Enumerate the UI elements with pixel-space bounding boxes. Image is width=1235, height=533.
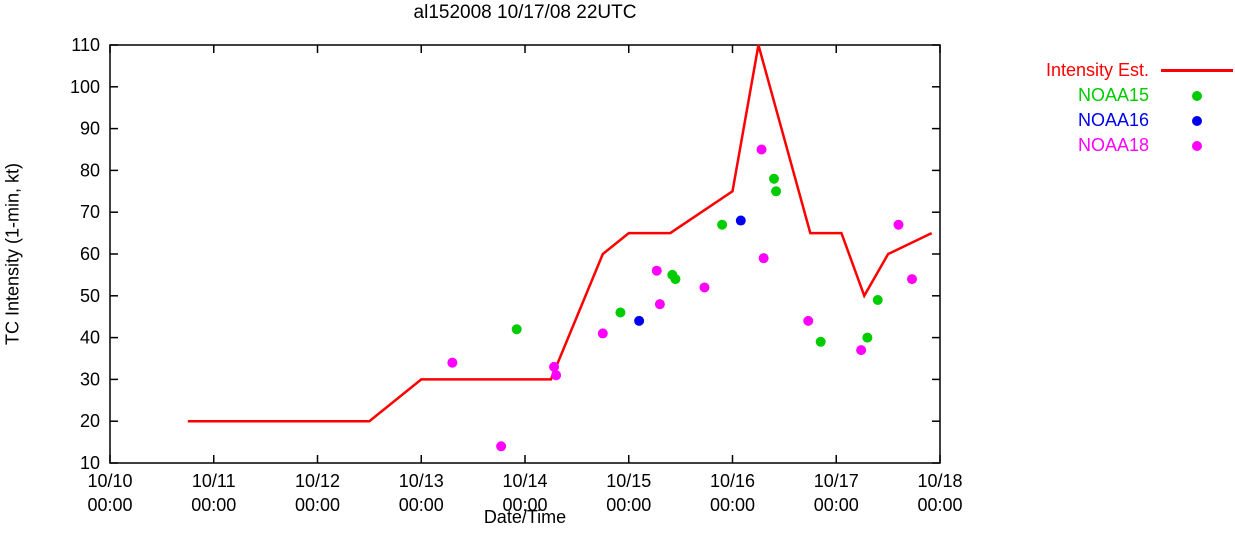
legend: Intensity Est. NOAA15 NOAA16 NOAA18 [983,58,1233,158]
x-tick-label-date: 10/10 [87,471,132,491]
legend-dot-swatch-noaa15 [1161,90,1233,101]
legend-label-noaa16: NOAA16 [1077,110,1149,130]
y-tick-label: 70 [80,202,100,222]
y-tick-label: 80 [80,160,100,180]
x-tick-label-date: 10/12 [295,471,340,491]
chart-title: al152008 10/17/08 22UTC [413,2,637,23]
x-tick-label-time: 00:00 [399,495,444,515]
legend-dot-swatch-noaa18 [1161,140,1233,151]
legend-item-noaa16: NOAA16 [983,108,1233,133]
y-tick-label: 30 [80,369,100,389]
x-tick-label-time: 00:00 [606,495,651,515]
noaa18-point [758,253,769,264]
intensity-est-line [187,44,933,423]
y-tick-label: 40 [80,328,100,348]
noaa18-point [551,370,562,381]
x-tick-label-time: 00:00 [502,495,547,515]
y-tick-label: 60 [80,244,100,264]
noaa16-point [735,215,746,226]
legend-item-noaa15: NOAA15 [983,83,1233,108]
x-tick-label-time: 00:00 [917,495,962,515]
y-tick-label: 20 [80,411,100,431]
y-tick-label: 10 [80,453,100,473]
noaa15-point [771,186,782,197]
noaa18-point [756,144,767,155]
noaa16-point [634,315,645,326]
red-line-sample [1161,69,1233,72]
x-tick-label-time: 00:00 [814,495,859,515]
x-tick-label-time: 00:00 [710,495,755,515]
legend-item-noaa18: NOAA18 [983,133,1233,158]
noaa15-point [615,307,626,318]
x-tick-label-date: 10/11 [192,471,236,491]
legend-label-noaa18: NOAA18 [1077,135,1149,155]
noaa18-point [549,361,560,372]
x-axis-label: Date/Time [483,507,567,527]
magenta-dot-sample [1192,140,1202,151]
y-tick-label: 50 [80,286,100,306]
green-dot-sample [1192,90,1202,101]
blue-dot-sample [1192,115,1202,126]
legend-dot-swatch-noaa16 [1161,115,1233,126]
noaa15-point [670,274,681,285]
noaa18-point [447,357,458,368]
noaa18-point [803,315,814,326]
noaa15-point [862,332,873,343]
y-tick-label: 110 [71,35,100,55]
x-tick-label-date: 10/17 [814,471,859,491]
plot-border [109,44,941,464]
noaa15-point [815,336,826,347]
x-tick-label-date: 10/15 [606,471,651,491]
noaa18-point [906,274,917,285]
legend-label-intensity: Intensity Est. [1045,60,1149,80]
noaa15-point [511,324,522,335]
noaa18-point [496,441,507,452]
x-tick-label-date: 10/14 [502,471,547,491]
noaa18-point [699,282,710,293]
noaa15-point [769,173,779,184]
y-tick-label: 90 [80,119,100,139]
noaa18-point [654,299,665,310]
noaa18-point [893,219,904,230]
legend-item-intensity: Intensity Est. [983,58,1233,83]
noaa18-point [651,265,662,276]
noaa15-point [872,294,883,305]
legend-line-swatch [1161,69,1233,72]
x-tick-label-time: 00:00 [87,495,132,515]
x-tick-label-time: 00:00 [191,495,236,515]
x-tick-label-date: 10/13 [399,471,444,491]
x-tick-label-date: 10/16 [710,471,755,491]
legend-label-noaa15: NOAA15 [1077,85,1149,105]
noaa18-point [597,328,608,339]
y-tick-label: 100 [70,77,100,97]
noaa18-point [856,345,867,356]
x-tick-label-time: 00:00 [295,495,340,515]
noaa15-point [717,219,728,230]
x-tick-label-date: 10/18 [917,471,962,491]
